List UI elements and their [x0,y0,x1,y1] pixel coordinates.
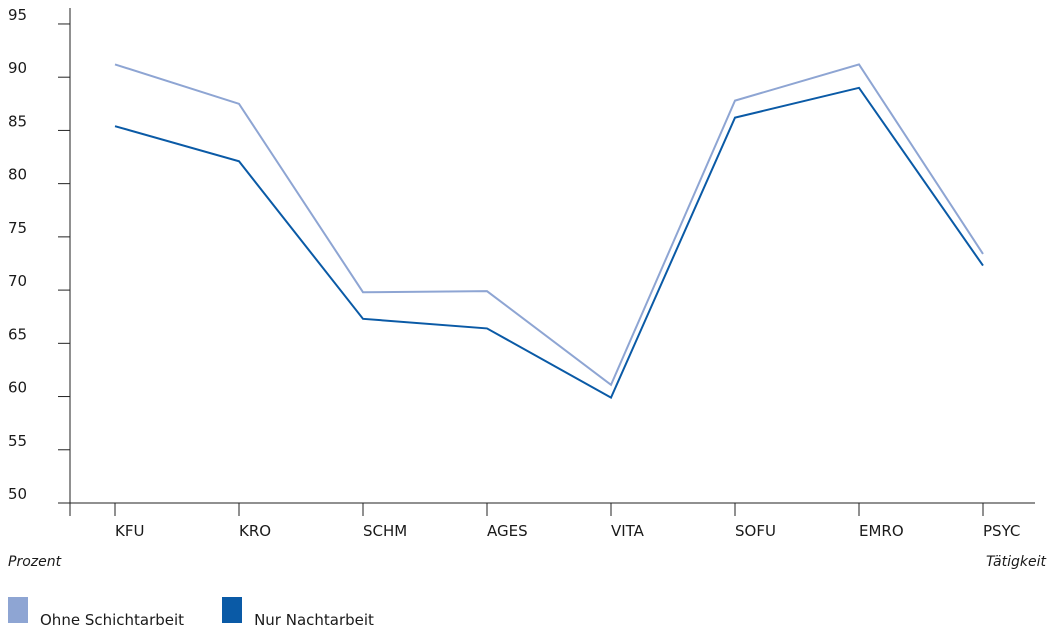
y-tick-label: 60 [8,379,27,397]
y-axis-title: Prozent [8,554,62,570]
x-tick-label: EMRO [859,522,904,540]
x-tick-label: SCHM [363,522,407,540]
x-tick-label: AGES [487,522,528,540]
legend-swatch [222,597,243,623]
y-axis: 50 55 60 65 70 75 80 85 90 95 [8,6,71,504]
legend-label: Ohne Schichtarbeit [40,611,185,629]
y-tick-label: 55 [8,432,27,450]
x-tick-label: KFU [115,522,144,540]
legend-item-ohne-schichtarbeit: Ohne Schichtarbeit [8,597,184,629]
series-line-nur-nachtarbeit [114,86,984,400]
x-axis-title: Tätigkeit [985,554,1046,570]
y-tick-label: 85 [8,112,27,130]
y-tick-label: 75 [8,219,27,237]
y-tick-label: 80 [8,166,27,184]
legend-item-nur-nachtarbeit: Nur Nachtarbeit [222,597,374,629]
y-tick-label: 50 [8,485,27,503]
series-lines [114,63,984,400]
x-tick-label: VITA [611,522,645,540]
y-tick-label: 90 [8,59,27,77]
y-tick-label: 95 [8,6,27,24]
series-line-ohne-schichtarbeit [114,63,984,387]
x-tick-label: SOFU [735,522,776,540]
x-tick-label: KRO [239,522,271,540]
legend-swatch [8,597,28,623]
x-axis: KFU KRO SCHM AGES VITA SOFU EMRO PSYC [69,502,1035,540]
legend-label: Nur Nachtarbeit [254,611,374,629]
y-tick-label: 65 [8,325,27,343]
x-tick-label: PSYC [983,522,1020,540]
legend: Ohne Schichtarbeit Nur Nachtarbeit [8,597,412,629]
y-tick-label: 70 [8,272,27,290]
